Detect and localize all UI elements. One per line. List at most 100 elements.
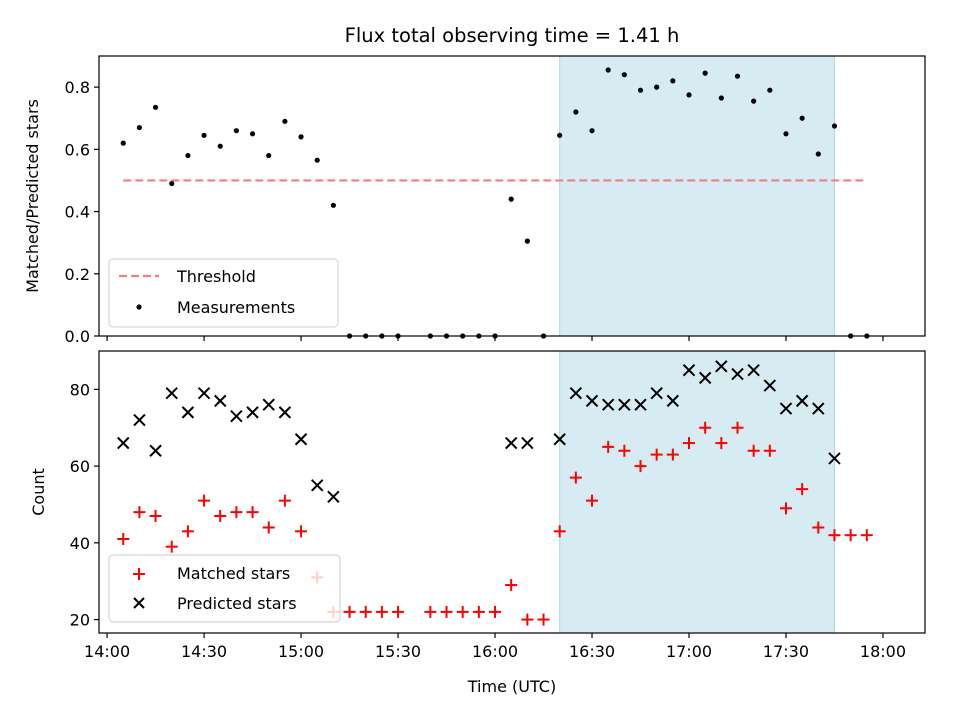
measurement-point (152, 104, 159, 110)
x-tick-label: 17:00 (666, 642, 712, 661)
matched-star-point (812, 521, 825, 534)
predicted-star-point (828, 452, 841, 465)
predicted-star-point (795, 394, 809, 408)
measurement-point (751, 98, 757, 104)
matched-star-point (634, 460, 647, 473)
predicted-star-point (133, 413, 146, 427)
x-tick-label: 16:30 (569, 642, 615, 661)
measurement-point (734, 73, 741, 79)
top-panel: 0.0 0.2 0.4 0.6 0.8 Matched/Predicted stars (23, 55, 926, 346)
y-tick-label: 20 (70, 611, 90, 630)
measurement-point (783, 131, 789, 137)
predicted-stars-points (117, 360, 841, 504)
matched-star-point (117, 533, 130, 545)
matched-star-point (133, 506, 146, 519)
matched-star-point (456, 605, 469, 618)
predicted-star-point (698, 371, 712, 385)
y-tick-label: 0.6 (65, 140, 90, 159)
matched-star-point (246, 506, 259, 519)
predicted-star-point (747, 363, 760, 377)
bottom-y-ticks: 20 40 60 80 (70, 380, 99, 630)
y-tick-label: 0.4 (65, 203, 90, 222)
matched-star-point (149, 509, 162, 522)
measurement-point (573, 109, 579, 115)
matched-star-point (278, 494, 291, 507)
predicted-star-point (165, 386, 178, 400)
matched-star-point (424, 605, 437, 618)
matched-star-point (553, 525, 566, 538)
predicted-star-point (650, 386, 663, 400)
matched-star-point (521, 613, 534, 626)
measurement-point (670, 78, 676, 84)
matched-star-point (295, 525, 308, 538)
measurement-point (702, 70, 708, 76)
predicted-star-point (149, 444, 162, 457)
predicted-star-point (763, 379, 777, 392)
x-tick-label: 14:00 (84, 642, 130, 661)
y-tick-label: 80 (70, 380, 90, 399)
x-tick-label: 17:30 (763, 642, 809, 661)
y-tick-label: 0.2 (65, 265, 90, 284)
measurement-point (201, 132, 207, 138)
matched-star-point (375, 605, 388, 618)
predicted-star-point (521, 436, 534, 450)
measurement-points (120, 67, 870, 339)
measurement-point (120, 140, 126, 146)
matched-star-point (650, 448, 663, 461)
predicted-star-point (214, 394, 227, 408)
legend-matched-swatch (133, 568, 145, 580)
top-x-ticks (106, 336, 884, 341)
predicted-star-point (197, 386, 211, 400)
legend-predicted-swatch (133, 597, 145, 609)
matched-star-point (165, 540, 178, 553)
matched-star-point (779, 502, 792, 515)
predicted-star-point (504, 436, 518, 450)
bottom-x-ticks: 14:00 14:30 15:00 15:30 16:00 16:30 17:00 17:30… (84, 633, 906, 661)
matched-star-point (747, 444, 760, 457)
predicted-star-point (230, 410, 243, 423)
measurement-point (654, 84, 660, 90)
matched-star-point (796, 483, 809, 496)
matched-star-point (731, 421, 744, 434)
measurement-point (718, 95, 724, 101)
predicted-star-point (618, 398, 631, 411)
measurement-point (185, 152, 191, 159)
predicted-star-point (294, 433, 308, 446)
matched-star-point (666, 448, 679, 461)
predicted-star-point (117, 436, 130, 450)
matched-star-point (602, 440, 615, 453)
legend-matched-label: Matched stars (177, 564, 290, 583)
matched-star-point (715, 437, 728, 450)
matched-star-point (489, 605, 502, 618)
matched-star-point (262, 521, 275, 534)
measurement-point (330, 202, 336, 208)
measurement-point (508, 196, 514, 202)
matched-star-point (763, 444, 776, 457)
measurement-point (686, 92, 692, 98)
matched-star-point (618, 444, 631, 457)
predicted-star-point (553, 433, 566, 446)
predicted-star-point (812, 402, 825, 415)
matched-stars-points (117, 421, 873, 626)
matched-star-point (828, 529, 841, 542)
top-y-axis-label: Matched/Predicted stars (23, 99, 42, 293)
predicted-star-point (181, 406, 195, 419)
measurement-point (621, 72, 627, 78)
predicted-star-point (311, 479, 324, 492)
predicted-star-point (569, 386, 583, 400)
matched-star-point (569, 471, 582, 484)
matched-star-point (860, 529, 873, 542)
matched-star-point (230, 506, 243, 519)
top-y-ticks: 0.0 0.2 0.4 0.6 0.8 (65, 78, 99, 346)
matched-star-point (343, 605, 356, 618)
bottom-highlight-span (559, 350, 835, 634)
measurement-point (524, 238, 530, 244)
legend-predicted-label: Predicted stars (177, 594, 297, 613)
measurement-point (233, 128, 239, 134)
predicted-star-point (634, 398, 647, 411)
predicted-star-point (585, 394, 599, 408)
matched-star-point (472, 605, 485, 618)
predicted-star-point (682, 363, 696, 377)
predicted-star-point (601, 398, 615, 411)
